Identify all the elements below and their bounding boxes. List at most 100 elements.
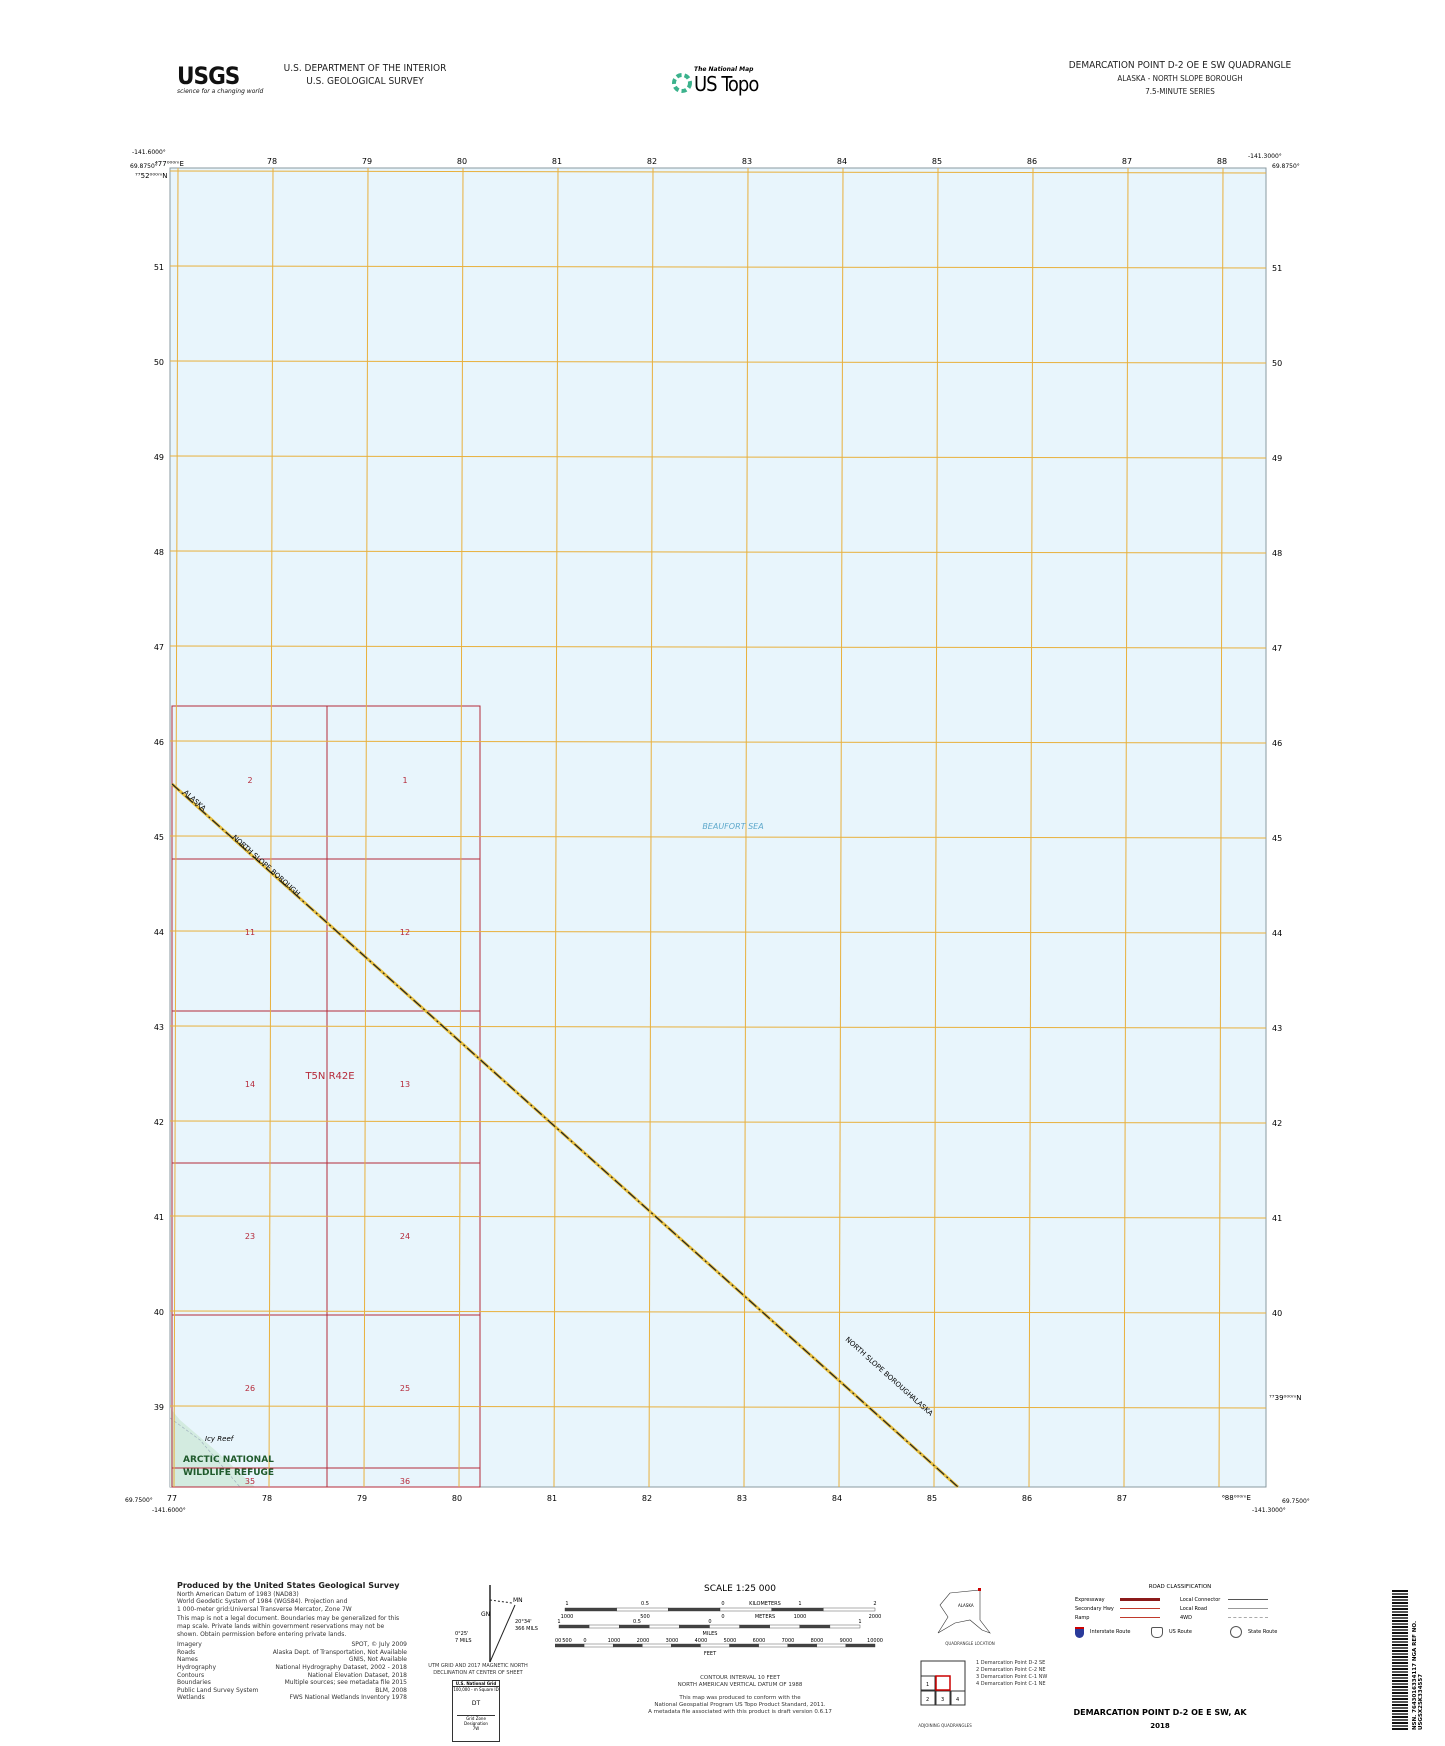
northing-label-right: 50: [1272, 359, 1282, 368]
section-number: 24: [400, 1232, 410, 1241]
easting-gridline: [1028, 167, 1034, 1488]
northing-gridline: [169, 1120, 1267, 1124]
easting-label-top: 85: [932, 157, 942, 166]
current-quad: [935, 1675, 951, 1691]
corner-coordinate: -141.6000°: [152, 1507, 186, 1514]
svg-text:1000: 1000: [555, 1638, 561, 1644]
svg-text:MILES: MILES: [703, 1631, 718, 1637]
reef-label: Icy Reef: [205, 1435, 235, 1443]
scale-segment: [845, 1643, 876, 1648]
northing-gridline: [169, 455, 1267, 459]
northing-label-left: 43: [154, 1023, 164, 1032]
northing-gridline: [169, 265, 1267, 269]
easting-label-top: 87: [1122, 157, 1132, 166]
svg-text:4: 4: [956, 1697, 959, 1703]
declination-caption: UTM GRID AND 2017 MAGNETIC NORTH DECLINA…: [428, 1663, 528, 1676]
svg-text:1000: 1000: [561, 1614, 574, 1620]
section-number: 12: [400, 928, 410, 937]
section-number: 11: [245, 928, 255, 937]
usng-box: U.S. National Grid 100,000 - m Square ID…: [452, 1680, 500, 1742]
easting-label-bottom: 86: [1022, 1494, 1032, 1503]
township-boundary: [171, 705, 481, 1488]
scale-segment: [739, 1624, 770, 1629]
svg-text:3000: 3000: [666, 1638, 679, 1644]
section-number: 1: [402, 776, 407, 785]
adjoining-quads-diagram: 1 2 3 4: [920, 1660, 966, 1706]
scale-segment: [588, 1624, 620, 1629]
first-northing-label: ⁷⁷52⁰⁰⁰ᵐN: [135, 172, 168, 180]
svg-text:500: 500: [562, 1638, 572, 1644]
northing-label-right: 45: [1272, 834, 1282, 843]
easting-label-bottom: 79: [357, 1494, 367, 1503]
source-row: Roads Alaska Dept. of Transportation, Not…: [177, 1648, 407, 1656]
corner-coordinate: 69.7500°: [125, 1497, 153, 1504]
corner-coordinate: -141.3000°: [1252, 1507, 1286, 1514]
refuge-area: [170, 1408, 255, 1487]
svg-text:20°34': 20°34': [515, 1619, 532, 1625]
easting-label-top: 88: [1217, 157, 1227, 166]
scale-segment: [799, 1624, 831, 1629]
northing-label-left: 42: [154, 1118, 164, 1127]
road-symbol: [1120, 1617, 1160, 1618]
northing-gridline: [169, 1405, 1267, 1409]
northing-label-left: 50: [154, 358, 164, 367]
scale-segment: [823, 1607, 876, 1612]
easting-label-top: 78: [267, 157, 277, 166]
northing-label-left: 47: [154, 643, 164, 652]
magnetic-north-label: MN: [513, 1597, 523, 1604]
scale-segment: [679, 1624, 710, 1629]
svg-text:366 MILS: 366 MILS: [515, 1626, 538, 1632]
easting-label-bottom: 80: [452, 1494, 462, 1503]
svg-text:0: 0: [721, 1614, 724, 1620]
scale-segment: [787, 1643, 818, 1648]
reef-outline: [169, 1417, 241, 1488]
northing-gridline: [169, 930, 1267, 934]
section-number: 26: [245, 1384, 255, 1393]
northing-label-right: 47: [1272, 644, 1282, 653]
northing-gridline: [169, 645, 1267, 649]
corner-coordinate: 69.8750°: [130, 163, 158, 170]
credits-block: Produced by the United States Geological…: [177, 1581, 407, 1702]
easting-gridline: [743, 167, 749, 1488]
northing-label-right: 49: [1272, 454, 1282, 463]
easting-label-bottom: 82: [642, 1494, 652, 1503]
svg-text:2000: 2000: [637, 1638, 650, 1644]
svg-text:2000: 2000: [869, 1614, 882, 1620]
easting-gridline: [458, 167, 464, 1488]
svg-text:4000: 4000: [695, 1638, 708, 1644]
source-row: Hydrography National Hydrography Dataset,…: [177, 1663, 407, 1671]
easting-label-top: 80: [457, 157, 467, 166]
northing-label-right: 40: [1272, 1309, 1282, 1318]
svg-text:1: 1: [798, 1601, 801, 1607]
easting-gridline: [553, 167, 559, 1488]
state-route-icon: [1230, 1626, 1242, 1638]
interstate-shield-icon: [1075, 1626, 1084, 1638]
road-symbol: [1120, 1598, 1160, 1601]
water-label: BEAUFORT SEA: [702, 822, 763, 831]
us-topo-leaf-icon: [672, 73, 692, 93]
road-legend: Expressway Local Connector Secondary Hwy Lo…: [1075, 1595, 1315, 1638]
barcode: [1392, 1590, 1408, 1730]
first-easting-label: ⁴77⁰⁰⁰ᵐE: [155, 160, 184, 168]
northing-gridline: [169, 1310, 1267, 1314]
scale-segment: [816, 1643, 847, 1648]
northing-label-left: 44: [154, 928, 164, 937]
northing-label-left: 45: [154, 833, 164, 842]
scale-segment: [829, 1624, 861, 1629]
svg-text:9000: 9000: [840, 1638, 853, 1644]
scale-segment: [555, 1643, 585, 1648]
easting-label-bottom: 84: [832, 1494, 842, 1503]
adjoining-quads-list: 1 Demarcation Point D-2 SE 2 Demarcation …: [976, 1660, 1048, 1687]
scale-segment: [769, 1624, 800, 1629]
northing-label-left: 46: [154, 738, 164, 747]
last-easting-label: ⁶88⁰⁰⁰ᵐE: [1222, 1494, 1251, 1502]
source-row: Wetlands FWS National Wetlands Inventory …: [177, 1694, 407, 1702]
map-frame[interactable]: 77 78 78 79 79 80 80 81 81 82 82 83 83 84 84 85 85 86 86 87…: [0, 0, 1445, 1540]
svg-text:2: 2: [926, 1697, 929, 1703]
section-number: 13: [400, 1080, 410, 1089]
easting-label-top: 83: [742, 157, 752, 166]
section-number: 25: [400, 1384, 410, 1393]
easting-label-bottom: 78: [262, 1494, 272, 1503]
scale-segment: [612, 1643, 643, 1648]
